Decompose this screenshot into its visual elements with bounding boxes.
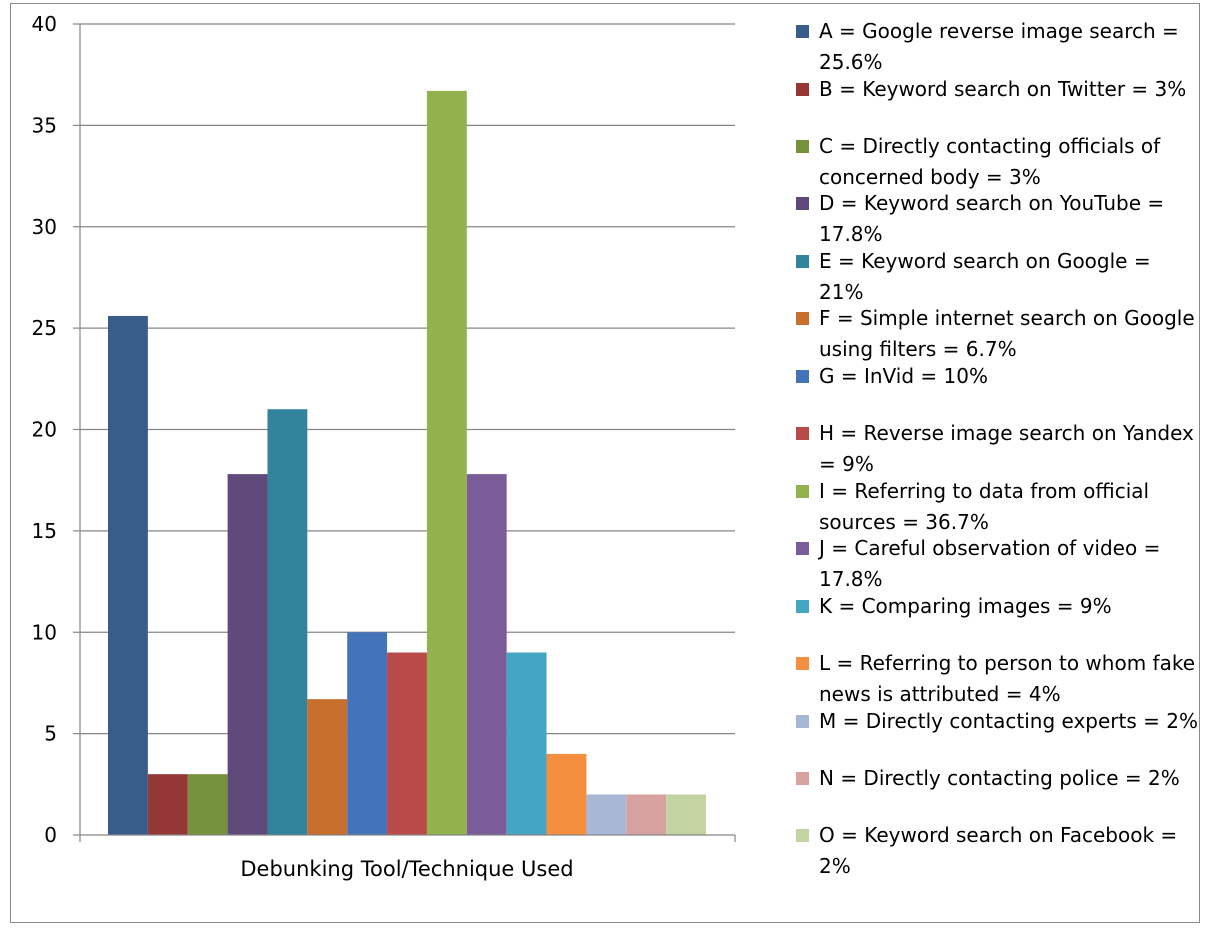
bar-c <box>187 774 228 835</box>
bar-d <box>227 474 268 835</box>
legend-swatch <box>796 485 809 498</box>
bar-i <box>426 90 467 836</box>
legend-swatch <box>796 542 809 555</box>
legend-swatch <box>796 829 809 842</box>
legend-label: M = Directly contacting experts = 2% <box>819 709 1198 733</box>
axes <box>73 23 736 842</box>
bar-chart: 0 5 10 15 20 25 30 35 40 Debunking Tool/Techniqu… <box>32 12 736 881</box>
y-tick-label: 10 <box>32 620 57 644</box>
legend-label: F = Simple internet search on Google usi… <box>819 306 1195 361</box>
bar-o <box>666 794 706 835</box>
legend-label: H = Reverse image search on Yandex = 9% <box>819 421 1194 476</box>
y-tick-label: 5 <box>44 722 57 746</box>
legend-label: G = InVid = 10% <box>819 364 988 388</box>
legend-swatch <box>796 197 809 210</box>
y-tick-label: 25 <box>32 316 57 340</box>
legend-swatch <box>796 657 809 670</box>
bar-g <box>347 632 388 835</box>
legend-swatch <box>796 370 809 383</box>
x-axis-label: Debunking Tool/Technique Used <box>240 857 573 881</box>
bar-k <box>506 652 547 835</box>
y-tick-label: 20 <box>32 418 57 442</box>
bar-h <box>387 652 427 835</box>
bar-f <box>307 699 348 835</box>
legend-label: N = Directly contacting police = 2% <box>819 766 1180 790</box>
bar-e <box>267 409 308 835</box>
legend-label: J = Careful observation of video = 17.8% <box>819 536 1161 591</box>
legend-swatch <box>796 715 809 728</box>
bar-m <box>586 794 627 835</box>
legend-label: E = Keyword search on Google = 21% <box>819 249 1151 304</box>
bar-j <box>466 474 507 835</box>
y-tick-label: 30 <box>32 215 57 239</box>
y-tick-labels: 0 5 10 15 20 25 30 35 40 <box>32 12 57 847</box>
legend-label: I = Referring to data from official sour… <box>819 479 1150 534</box>
legend-label: C = Directly contacting officials of con… <box>819 134 1161 189</box>
legend-swatch <box>796 255 809 268</box>
legend-swatch <box>796 312 809 325</box>
gridlines <box>80 23 735 735</box>
bar-a <box>108 315 148 836</box>
legend-swatch <box>796 83 809 96</box>
bar-l <box>546 753 587 835</box>
y-tick-label: 35 <box>32 113 57 137</box>
legend-swatch <box>796 25 809 38</box>
legend-label: K = Comparing images = 9% <box>819 594 1112 618</box>
y-tick-label: 0 <box>44 823 57 847</box>
legend-swatch <box>796 772 809 785</box>
legend-label: L = Referring to person to whom fake new… <box>819 651 1196 706</box>
bar-n <box>626 794 667 835</box>
legend-swatch <box>796 600 809 613</box>
legend-label: D = Keyword search on YouTube = 17.8% <box>819 191 1165 246</box>
bars <box>108 90 706 836</box>
legend-swatch <box>796 140 809 153</box>
bar-b <box>147 774 188 835</box>
chart-frame <box>10 3 1200 923</box>
y-tick-label: 40 <box>32 12 57 36</box>
legend-swatch <box>796 427 809 440</box>
legend-label: A = Google reverse image search = 25.6% <box>819 19 1179 74</box>
legend-label: B = Keyword search on Twitter = 3% <box>819 77 1187 101</box>
y-tick-label: 15 <box>32 519 57 543</box>
legend-label: O = Keyword search on Facebook = 2% <box>819 823 1178 878</box>
